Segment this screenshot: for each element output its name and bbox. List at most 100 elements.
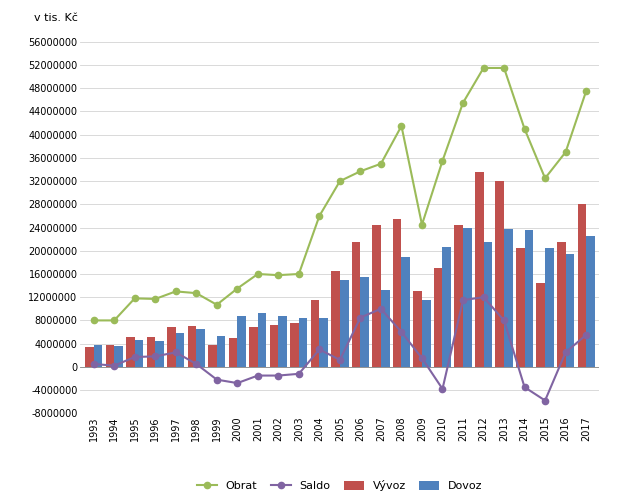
Obrat: [398, 123, 405, 129]
Bar: [126, 337, 135, 367]
Obrat: [90, 318, 98, 324]
Saldo: [582, 332, 590, 338]
Bar: [85, 347, 94, 367]
Bar: [229, 338, 237, 367]
Saldo: [357, 314, 364, 321]
Saldo: [541, 398, 549, 404]
Obrat: [111, 318, 118, 324]
Bar: [577, 204, 586, 367]
Bar: [217, 336, 226, 367]
Bar: [155, 341, 164, 367]
Saldo: [501, 318, 508, 324]
Saldo: [418, 355, 426, 361]
Obrat: [459, 100, 467, 106]
Bar: [475, 172, 483, 367]
Legend: Obrat, Saldo, Vývoz, Dovoz: Obrat, Saldo, Vývoz, Dovoz: [197, 480, 483, 491]
Saldo: [213, 376, 221, 383]
Obrat: [254, 271, 261, 277]
Saldo: [562, 349, 569, 355]
Saldo: [316, 346, 323, 352]
Bar: [536, 283, 545, 367]
Bar: [483, 242, 492, 367]
Obrat: [274, 272, 282, 278]
Saldo: [480, 294, 487, 300]
Saldo: [274, 372, 282, 379]
Line: Obrat: Obrat: [91, 65, 589, 324]
Obrat: [336, 178, 344, 184]
Saldo: [90, 361, 98, 367]
Obrat: [418, 222, 426, 228]
Obrat: [501, 65, 508, 71]
Saldo: [439, 386, 446, 392]
Obrat: [541, 175, 549, 181]
Obrat: [582, 88, 590, 94]
Saldo: [131, 354, 138, 360]
Obrat: [234, 285, 241, 291]
Saldo: [336, 357, 344, 363]
Bar: [434, 268, 442, 367]
Bar: [340, 280, 349, 367]
Bar: [94, 345, 103, 367]
Bar: [381, 290, 389, 367]
Bar: [167, 327, 176, 367]
Obrat: [193, 290, 200, 296]
Text: v tis. Kč: v tis. Kč: [33, 13, 77, 23]
Bar: [402, 257, 410, 367]
Bar: [176, 333, 184, 367]
Bar: [106, 345, 114, 367]
Saldo: [377, 306, 384, 312]
Obrat: [521, 126, 528, 132]
Bar: [352, 242, 360, 367]
Obrat: [377, 161, 384, 167]
Bar: [114, 346, 123, 367]
Obrat: [295, 271, 303, 277]
Bar: [290, 324, 299, 367]
Saldo: [295, 371, 303, 377]
Saldo: [459, 297, 467, 303]
Bar: [299, 318, 308, 367]
Bar: [249, 328, 258, 367]
Bar: [331, 271, 340, 367]
Bar: [557, 242, 565, 367]
Saldo: [172, 349, 179, 355]
Saldo: [193, 361, 200, 367]
Bar: [188, 326, 197, 367]
Obrat: [480, 65, 487, 71]
Bar: [545, 248, 554, 367]
Bar: [525, 230, 533, 367]
Bar: [422, 300, 431, 367]
Obrat: [357, 168, 364, 174]
Bar: [586, 236, 595, 367]
Bar: [146, 337, 155, 367]
Bar: [565, 254, 574, 367]
Bar: [413, 291, 422, 367]
Bar: [504, 229, 513, 367]
Obrat: [151, 296, 159, 302]
Bar: [278, 317, 287, 367]
Saldo: [111, 363, 118, 369]
Bar: [454, 225, 463, 367]
Obrat: [562, 149, 569, 155]
Obrat: [213, 302, 221, 308]
Bar: [442, 247, 451, 367]
Bar: [496, 181, 504, 367]
Saldo: [234, 380, 241, 386]
Saldo: [151, 353, 159, 359]
Bar: [197, 329, 205, 367]
Bar: [311, 300, 320, 367]
Obrat: [316, 213, 323, 219]
Bar: [463, 228, 472, 367]
Bar: [135, 340, 143, 367]
Saldo: [521, 384, 528, 390]
Line: Saldo: Saldo: [91, 294, 589, 404]
Obrat: [172, 288, 179, 294]
Bar: [237, 317, 246, 367]
Bar: [393, 219, 402, 367]
Obrat: [439, 158, 446, 164]
Bar: [360, 277, 369, 367]
Saldo: [254, 372, 261, 379]
Bar: [258, 313, 266, 367]
Bar: [320, 318, 328, 367]
Saldo: [398, 329, 405, 335]
Obrat: [131, 295, 138, 301]
